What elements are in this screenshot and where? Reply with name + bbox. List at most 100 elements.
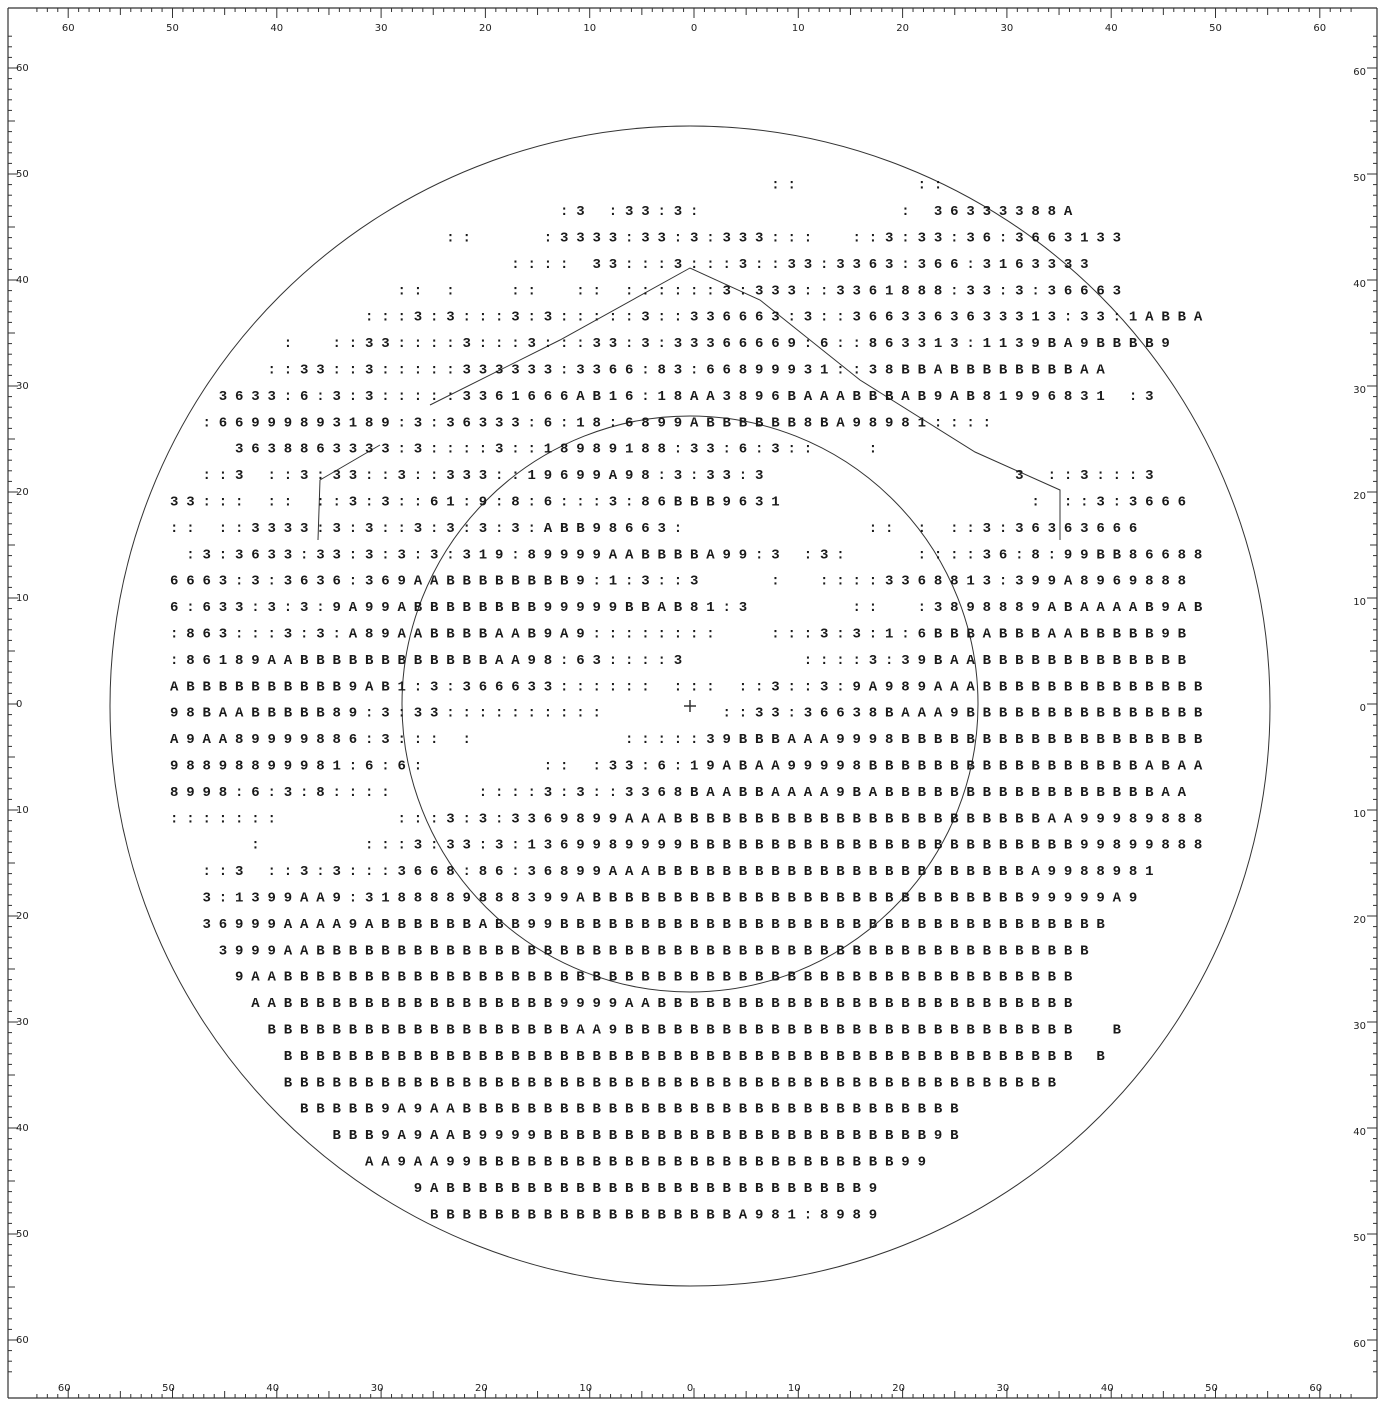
top-tick-label: 30 (375, 23, 388, 34)
frame (7, 7, 1378, 1399)
left-tick-label: 0 (16, 699, 22, 710)
echo-row: :::: 33:::3:::3::33:3363:366:3163333 (170, 257, 1096, 273)
bottom-tick-label: 20 (892, 1383, 905, 1394)
echo-row: 8998:6:3:8:::: ::::3:3::3368BAABBAAAA9BA… (170, 785, 1194, 801)
left-tick-label: 20 (16, 911, 29, 922)
echo-row: :: ::3333:3:3::3:3:3:3:ABB98663: :: : ::… (170, 521, 1145, 537)
echo-row: 36999AAAA9ABBBBBBABB99BBBBBBBBBBBBBBBBBB… (170, 917, 1113, 933)
echo-row: : :::3:33:3:1369989999BBBBBBBBBBBBBBBBBB… (170, 838, 1210, 854)
top-tick-label: 40 (270, 23, 283, 34)
echo-row: 3:1399AA9:3188889888399ABBBBBBBBBBBBBBBB… (170, 891, 1145, 907)
left-tick-label: 40 (16, 1123, 29, 1134)
left-tick-label: 50 (16, 1229, 29, 1240)
echo-row: 33::: :: ::3:3::61:9:8:6:::3:86BBB9631 :… (170, 495, 1194, 511)
left-tick-label: 50 (16, 169, 29, 180)
left-tick-label: 10 (16, 805, 29, 816)
top-tick-label: 20 (896, 23, 909, 34)
echo-row: :863:::3:3:A89AABBBBAAB9A9:::::::: :::3:… (170, 627, 1194, 643)
left-tick-label: 60 (16, 63, 29, 74)
echo-row: 3633:6:3:3:::::3361666AB16:18AA3896BAAAB… (170, 389, 1161, 405)
bottom-tick-label: 20 (475, 1383, 488, 1394)
echo-row: AA9AA99BBBBBBBBBBBBBBBBBBBBBBBBBB99 (170, 1155, 934, 1171)
right-tick-label: 30 (1353, 385, 1366, 396)
top-tick-label: 10 (792, 23, 805, 34)
bottom-tick-label: 60 (1309, 1383, 1322, 1394)
echo-row: AABBBBBBBBBBBBBBBBB9999AABBBBBBBBBBBBBBB… (170, 996, 1080, 1012)
echo-row: 6:633:3:3:9A99ABBBBBBBB99999BBAB81:3 :: … (170, 600, 1210, 616)
echo-row: ::33::3:::::333333:3366:83:66899931::38B… (170, 363, 1113, 379)
echo-field: :: :: :3 :33:3: : 36333388A :: :3333:33:… (170, 178, 1210, 1224)
top-tick-label: 60 (62, 23, 75, 34)
echo-row: BBB9A9AAB9999BBBBBBBBBBBBBBBBBBBBBBBB9B (170, 1128, 966, 1144)
echo-row: :: :: (170, 178, 950, 194)
top-tick-label: 10 (583, 23, 596, 34)
echo-row: ::3 ::3:33::3::333::19699A98:3:33:3 3 ::… (170, 468, 1161, 484)
bottom-tick-label: 10 (788, 1383, 801, 1394)
echo-row: ::::::: :::3:3:3369899AAABBBBBBBBBBBBBBB… (170, 811, 1210, 827)
echo-row: :3 :33:3: : 36333388A (170, 204, 1080, 220)
echo-row: BBBBBBBBBBBBBBBBBBBAA9BBBBBBBBBBBBBBBBBB… (170, 1023, 1129, 1039)
bottom-tick-label: 50 (1205, 1383, 1218, 1394)
echo-row: A9AA89999886:3::: : :::::39BBBAAA9998BBB… (170, 732, 1210, 748)
bottom-tick-label: 40 (1101, 1383, 1114, 1394)
right-tick-label: 20 (1353, 915, 1366, 926)
echo-row: 3638863333:3::::3::18989188:33:6:3:: : (170, 442, 885, 458)
echo-row: :: :3333:33:3:333::: ::3:33:36:3663133 (170, 231, 1129, 247)
right-tick-label: 10 (1353, 809, 1366, 820)
bottom-tick-label: 30 (371, 1383, 384, 1394)
top-tick-label: 60 (1313, 23, 1326, 34)
left-tick-label: 10 (16, 593, 29, 604)
right-tick-label: 10 (1353, 597, 1366, 608)
echo-row: ::3 ::3:3:::3668:86:36899AAABBBBBBBBBBBB… (170, 864, 1161, 880)
echo-row: :3:3633:33:3:3:3:319:89999AABBBBA99:3 :3… (170, 547, 1210, 563)
right-tick-label: 50 (1353, 1233, 1366, 1244)
top-tick-label: 0 (691, 23, 697, 34)
bottom-tick-label: 10 (579, 1383, 592, 1394)
right-tick-label: 50 (1353, 173, 1366, 184)
top-tick-label: 20 (479, 23, 492, 34)
echo-row: BBBBBBBBBBBBBBBBBBBBBBBBBBBBBBBBBBBBBBBB… (170, 1049, 1113, 1065)
echo-row: :::3:3:::3:3:::::3::336663:3::3663363633… (170, 310, 1210, 326)
echo-row: :66999893189:3:36333:6:18:6899ABBBBBB8BA… (170, 415, 999, 431)
echo-row: 9AABBBBBBBBBBBBBBBBBBBBBBBBBBBBBBBBBBBBB… (170, 970, 1080, 986)
range-ring-outer (109, 125, 1271, 1287)
top-tick-label: 50 (166, 23, 179, 34)
right-tick-label: 60 (1353, 67, 1366, 78)
bottom-tick-label: 40 (266, 1383, 279, 1394)
echo-row: :: : :: :: ::::::3:333::3361888:33:3:366… (170, 283, 1129, 299)
right-tick-label: 0 (1360, 703, 1366, 714)
right-tick-label: 60 (1353, 1339, 1366, 1350)
echo-row: 9ABBBBBBBBBBBBBBBBBBBBBBBBBB9 (170, 1181, 885, 1197)
bottom-tick-label: 30 (997, 1383, 1010, 1394)
echo-row: ABBBBBBBBBB9AB1:3:366633:::::: ::: ::3::… (170, 679, 1210, 695)
echo-row: BBBBBBBBBBBBBBBBBBBA981:8989 (170, 1207, 885, 1223)
left-tick-label: 60 (16, 1335, 29, 1346)
echo-row: 98BAABBBBB89:3:33:::::::::: ::33:36638BA… (170, 706, 1210, 722)
top-tick-label: 50 (1209, 23, 1222, 34)
range-ring-inner (401, 415, 979, 993)
bottom-tick-label: 50 (162, 1383, 175, 1394)
ticks: 60 50 40 30 20 10 0 10 20 30 40 50 60 60 50 40 30 20 10 0 10… (8, 8, 1377, 1398)
echo-row: 3999AABBBBBBBBBBBBBBBBBBBBBBBBBBBBBBBBBB… (170, 943, 1096, 959)
left-tick-label: 30 (16, 1017, 29, 1028)
track-line (429, 267, 1061, 540)
bottom-tick-label: 60 (58, 1383, 71, 1394)
left-tick-label: 20 (16, 487, 29, 498)
echo-row: : ::33::::3:::3:::33:3:33366669:6::86331… (170, 336, 1178, 352)
left-tick-label: 40 (16, 275, 29, 286)
top-tick-label: 30 (1001, 23, 1014, 34)
echo-row: 6663:3:3636:369AABBBBBBBB9:1:3::3 : ::::… (170, 574, 1194, 590)
right-tick-label: 40 (1353, 279, 1366, 290)
echo-row: BBBBBBBBBBBBBBBBBBBBBBBBBBBBBBBBBBBBBBBB… (170, 1075, 1064, 1091)
right-tick-label: 40 (1353, 1127, 1366, 1138)
echo-row: BBBBB9A9AABBBBBBBBBBBBBBBBBBBBBBBBBBBBBB… (170, 1102, 966, 1118)
echo-row: 98898899981:6:6: :: :33:6:19ABAA99998BBB… (170, 759, 1210, 775)
right-tick-label: 20 (1353, 491, 1366, 502)
track-line (317, 444, 381, 541)
bottom-tick-label: 0 (687, 1383, 693, 1394)
echo-row: :86189AABBBBBBBBBBBBAA98:63::::3 ::::3:3… (170, 653, 1194, 669)
top-tick-label: 40 (1105, 23, 1118, 34)
right-tick-label: 30 (1353, 1021, 1366, 1032)
